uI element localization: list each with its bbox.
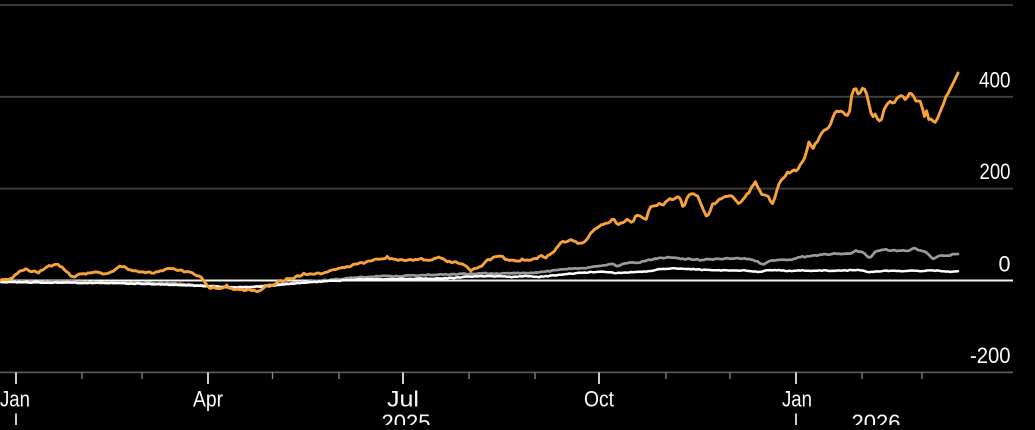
- svg-text:Apr: Apr: [193, 386, 223, 411]
- svg-text:0: 0: [999, 251, 1011, 276]
- svg-text:2025: 2025: [382, 410, 431, 425]
- svg-text:200: 200: [980, 159, 1011, 184]
- svg-text:400: 400: [979, 67, 1011, 92]
- svg-text:-200: -200: [970, 343, 1011, 368]
- svg-text:Jul: Jul: [387, 386, 419, 411]
- svg-text:Jan: Jan: [782, 386, 812, 411]
- svg-text:Oct: Oct: [584, 386, 614, 411]
- svg-text:2026: 2026: [852, 410, 901, 425]
- svg-text:Jan: Jan: [0, 386, 30, 411]
